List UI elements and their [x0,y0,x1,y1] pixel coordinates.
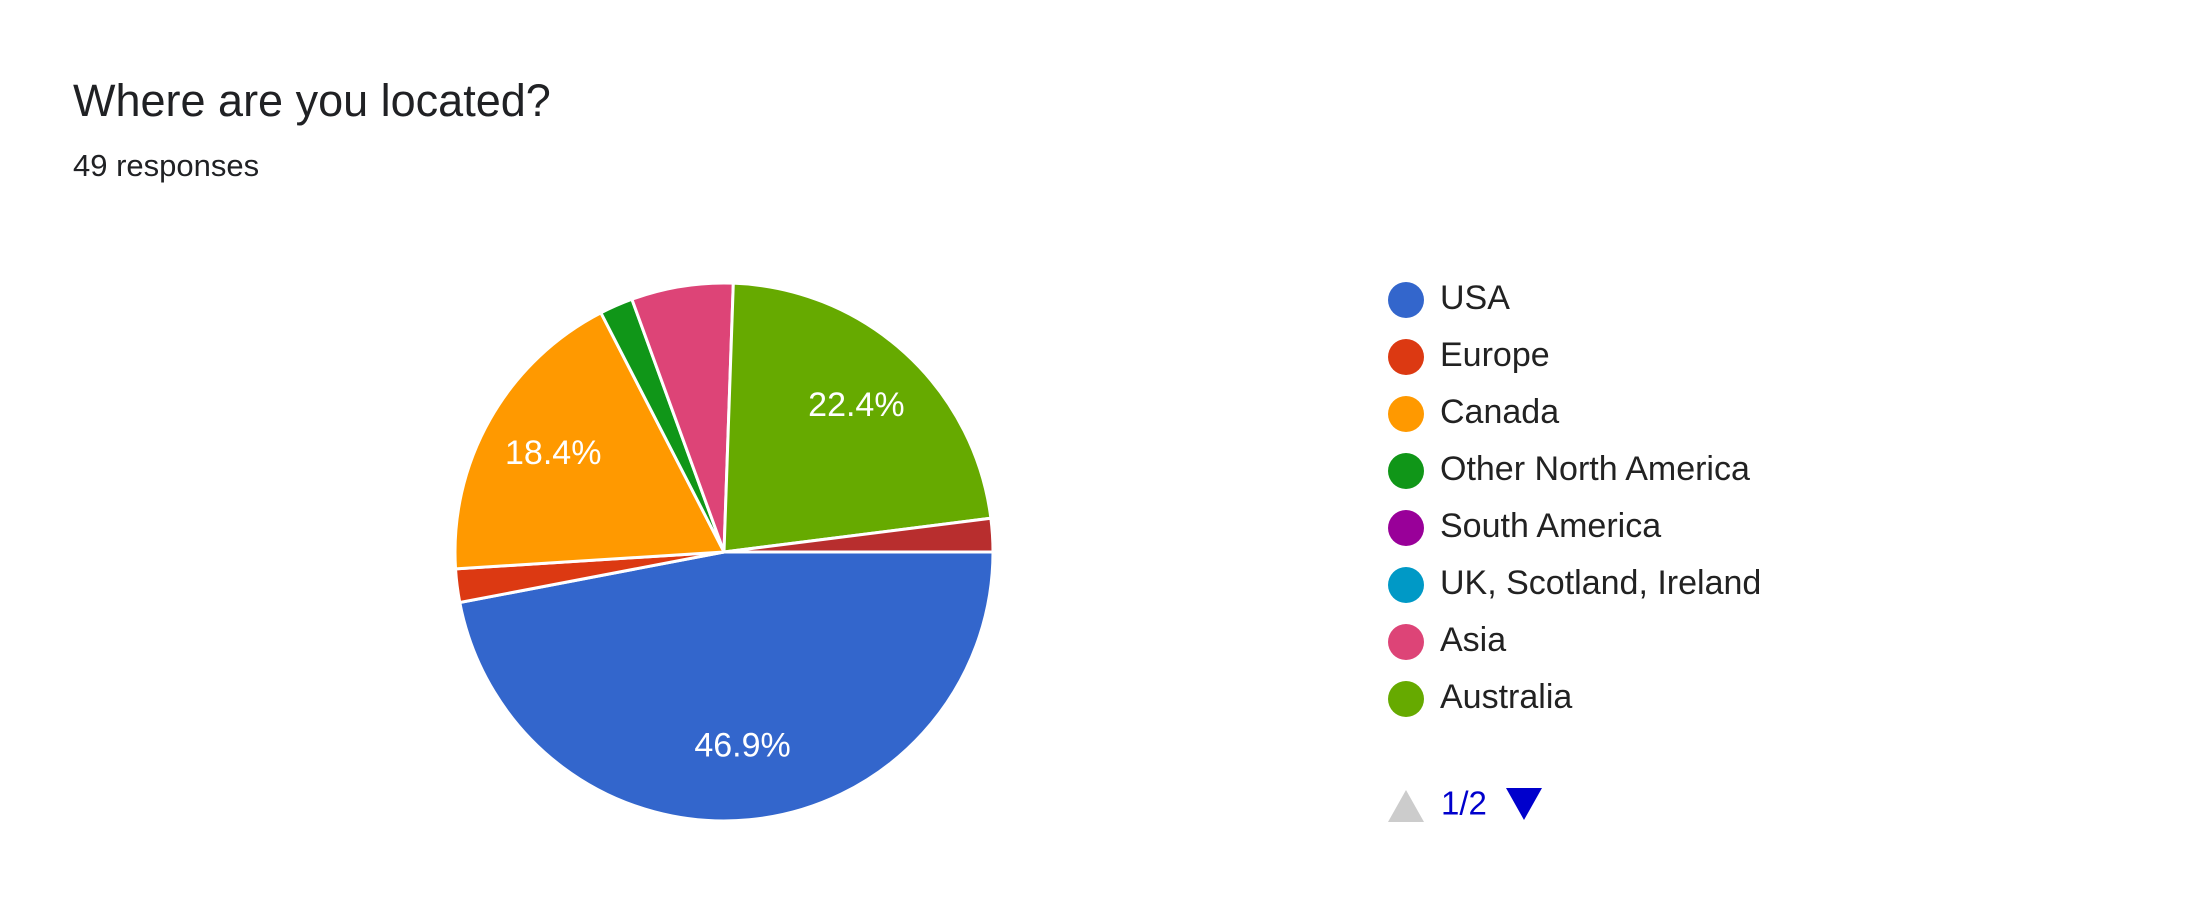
pie-slice [722,281,993,554]
legend-label: Australia [1440,678,1572,716]
legend-marker [1388,339,1424,375]
legend-marker [1388,624,1424,660]
legend-label: UK, Scotland, Ireland [1440,564,1761,602]
legend-marker [1388,453,1424,489]
legend-label: Other North America [1440,450,1750,488]
pie-slice [458,550,995,823]
slice-label: 18.4% [505,434,601,472]
next-page[interactable] [1506,788,1542,820]
slice-label: 22.4% [808,386,904,424]
chart-subtitle: 49 responses [73,148,259,183]
prev-page[interactable] [1388,790,1424,822]
legend-page: 1/2 [1441,785,1487,822]
legend-marker [1388,510,1424,546]
legend-marker [1388,396,1424,432]
legend-label: Europe [1440,336,1550,374]
pie-slice [723,516,995,554]
legend-label: Canada [1440,393,1559,431]
legend-label: Asia [1440,621,1506,659]
pie-slice [453,310,727,571]
chart-title: Where are you located? [73,75,551,126]
legend-marker [1388,567,1424,603]
legend-label: South America [1440,507,1661,545]
slice-label: 46.9% [694,726,790,764]
legend-label: USA [1440,279,1510,317]
legend-marker [1388,282,1424,318]
legend-marker [1388,681,1424,717]
